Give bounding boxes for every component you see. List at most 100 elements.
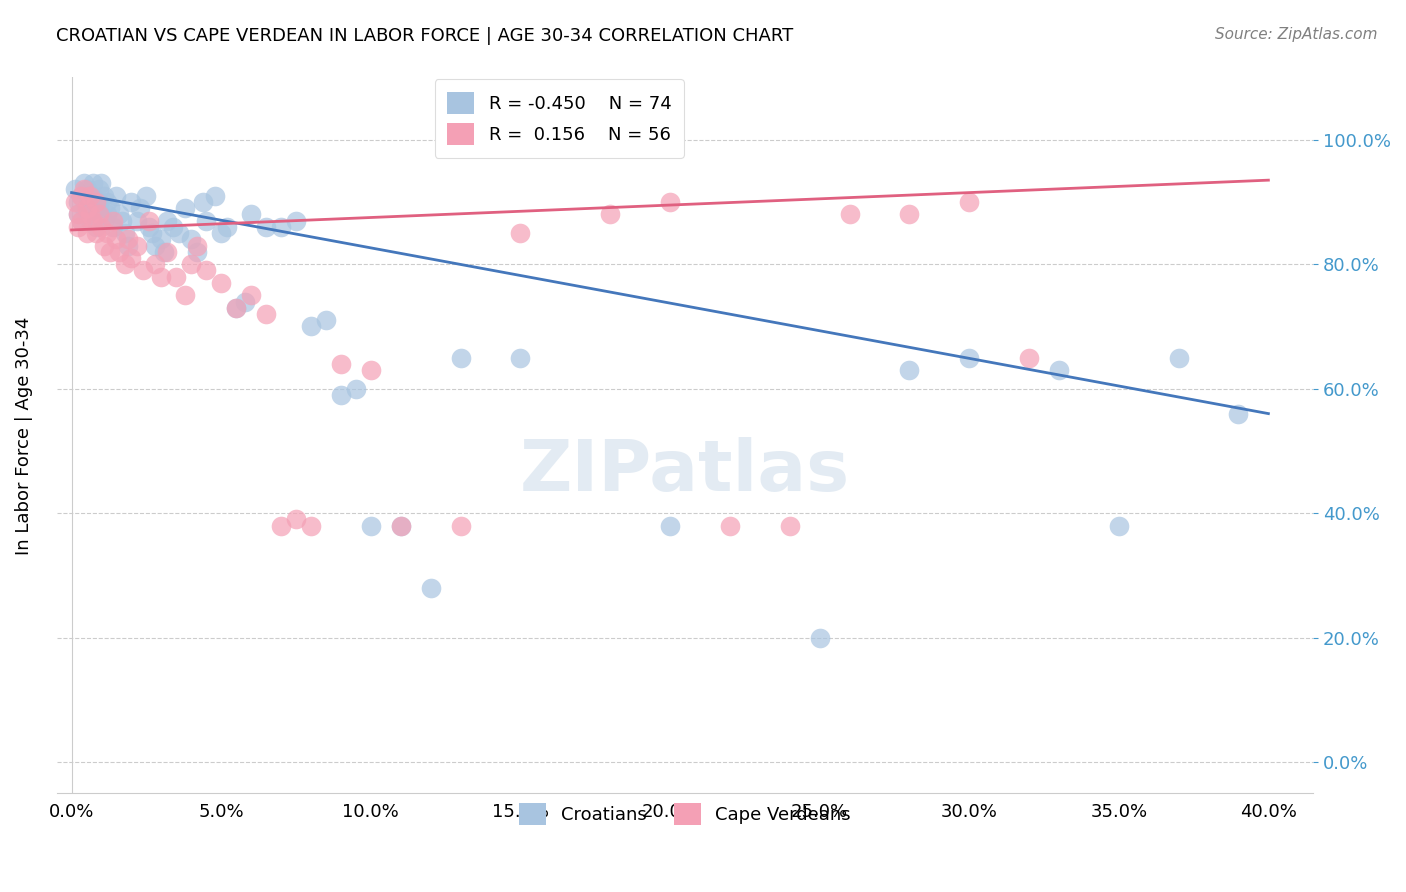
Point bbox=[69, 213, 91, 227]
Point bbox=[165, 269, 187, 284]
Point bbox=[957, 194, 980, 209]
Point bbox=[143, 257, 166, 271]
Point bbox=[898, 363, 921, 377]
Point bbox=[240, 207, 263, 221]
Point bbox=[90, 219, 112, 234]
Y-axis label: In Labor Force | Age 30-34: In Labor Force | Age 30-34 bbox=[15, 316, 32, 555]
Point bbox=[217, 219, 239, 234]
Point bbox=[419, 581, 441, 595]
Point bbox=[389, 518, 412, 533]
Point bbox=[344, 382, 367, 396]
Point bbox=[838, 207, 860, 221]
Point bbox=[96, 194, 118, 209]
Point bbox=[82, 188, 104, 202]
Point bbox=[87, 194, 110, 209]
Point bbox=[127, 238, 149, 252]
Point bbox=[538, 133, 561, 147]
Point bbox=[138, 213, 160, 227]
Point bbox=[84, 194, 107, 209]
Point bbox=[180, 257, 202, 271]
Point bbox=[233, 294, 256, 309]
Text: Source: ZipAtlas.com: Source: ZipAtlas.com bbox=[1215, 27, 1378, 42]
Point bbox=[186, 238, 208, 252]
Point bbox=[1167, 351, 1189, 365]
Point bbox=[150, 269, 173, 284]
Point bbox=[254, 307, 277, 321]
Point bbox=[138, 219, 160, 234]
Point bbox=[103, 219, 125, 234]
Point bbox=[120, 251, 142, 265]
Point bbox=[156, 213, 179, 227]
Point bbox=[174, 201, 197, 215]
Point bbox=[93, 188, 115, 202]
Point bbox=[329, 388, 352, 402]
Point bbox=[90, 176, 112, 190]
Point bbox=[150, 232, 173, 246]
Point bbox=[82, 213, 104, 227]
Point bbox=[114, 226, 136, 240]
Point bbox=[79, 188, 101, 202]
Point bbox=[285, 213, 308, 227]
Point bbox=[87, 182, 110, 196]
Point bbox=[114, 257, 136, 271]
Point bbox=[66, 219, 89, 234]
Point bbox=[389, 518, 412, 533]
Point bbox=[108, 244, 131, 259]
Point bbox=[82, 176, 104, 190]
Point bbox=[360, 363, 382, 377]
Point bbox=[127, 213, 149, 227]
Point bbox=[360, 518, 382, 533]
Point bbox=[76, 188, 98, 202]
Point bbox=[69, 213, 91, 227]
Text: CROATIAN VS CAPE VERDEAN IN LABOR FORCE | AGE 30-34 CORRELATION CHART: CROATIAN VS CAPE VERDEAN IN LABOR FORCE … bbox=[56, 27, 793, 45]
Point bbox=[1047, 363, 1070, 377]
Point bbox=[599, 207, 621, 221]
Point bbox=[299, 319, 322, 334]
Point bbox=[186, 244, 208, 259]
Point bbox=[100, 244, 122, 259]
Point bbox=[329, 357, 352, 371]
Point bbox=[195, 213, 218, 227]
Point bbox=[105, 188, 128, 202]
Point bbox=[659, 194, 682, 209]
Point bbox=[450, 518, 472, 533]
Point bbox=[141, 226, 163, 240]
Point bbox=[299, 518, 322, 533]
Point bbox=[87, 207, 110, 221]
Point bbox=[450, 351, 472, 365]
Point bbox=[1018, 351, 1040, 365]
Legend: Croatians, Cape Verdeans: Croatians, Cape Verdeans bbox=[510, 795, 859, 834]
Point bbox=[180, 232, 202, 246]
Point bbox=[76, 207, 98, 221]
Point bbox=[162, 219, 184, 234]
Point bbox=[72, 182, 94, 196]
Point bbox=[66, 207, 89, 221]
Point bbox=[174, 288, 197, 302]
Point bbox=[209, 276, 232, 290]
Point bbox=[957, 351, 980, 365]
Point bbox=[718, 518, 741, 533]
Point bbox=[132, 263, 155, 277]
Point bbox=[135, 188, 157, 202]
Point bbox=[156, 244, 179, 259]
Point bbox=[1227, 407, 1250, 421]
Point bbox=[66, 207, 89, 221]
Point bbox=[93, 238, 115, 252]
Point bbox=[153, 244, 176, 259]
Point bbox=[79, 213, 101, 227]
Point bbox=[108, 207, 131, 221]
Point bbox=[76, 201, 98, 215]
Point bbox=[169, 226, 191, 240]
Point bbox=[69, 188, 91, 202]
Point bbox=[509, 351, 531, 365]
Point bbox=[63, 194, 86, 209]
Point bbox=[659, 518, 682, 533]
Point bbox=[204, 188, 226, 202]
Point bbox=[72, 176, 94, 190]
Point bbox=[240, 288, 263, 302]
Point bbox=[90, 207, 112, 221]
Point bbox=[254, 219, 277, 234]
Point bbox=[1108, 518, 1130, 533]
Point bbox=[225, 301, 247, 315]
Point bbox=[76, 182, 98, 196]
